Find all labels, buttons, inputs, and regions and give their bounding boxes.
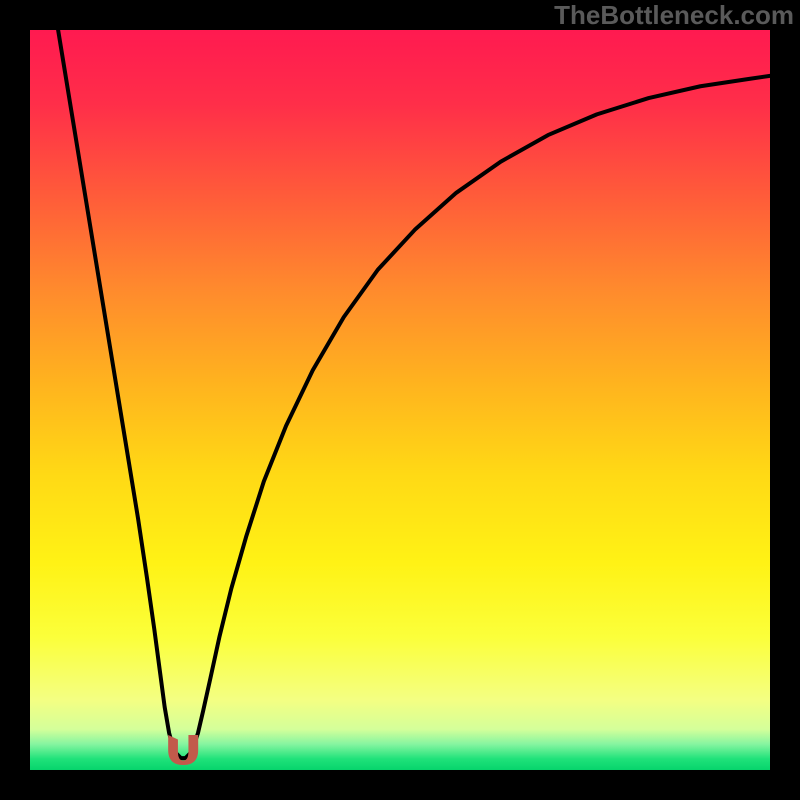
gradient-background	[30, 30, 770, 770]
watermark-text: TheBottleneck.com	[554, 0, 794, 31]
bottleneck-chart	[0, 0, 800, 800]
chart-container: TheBottleneck.com	[0, 0, 800, 800]
